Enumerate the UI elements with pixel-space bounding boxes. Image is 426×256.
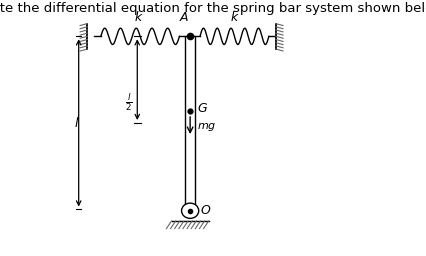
Text: $\frac{l}{2}$: $\frac{l}{2}$ — [125, 92, 132, 113]
Text: $A$: $A$ — [179, 11, 190, 24]
Text: $O$: $O$ — [200, 204, 211, 217]
Circle shape — [181, 203, 199, 218]
Text: $k$: $k$ — [230, 10, 239, 24]
Text: Write the differential equation for the spring bar system shown below.: Write the differential equation for the … — [0, 2, 426, 15]
Text: $G$: $G$ — [197, 102, 208, 115]
Bar — [185, 36, 195, 209]
Text: $k$: $k$ — [134, 10, 144, 24]
Text: $mg$: $mg$ — [197, 121, 217, 133]
Text: $l$: $l$ — [74, 116, 79, 130]
